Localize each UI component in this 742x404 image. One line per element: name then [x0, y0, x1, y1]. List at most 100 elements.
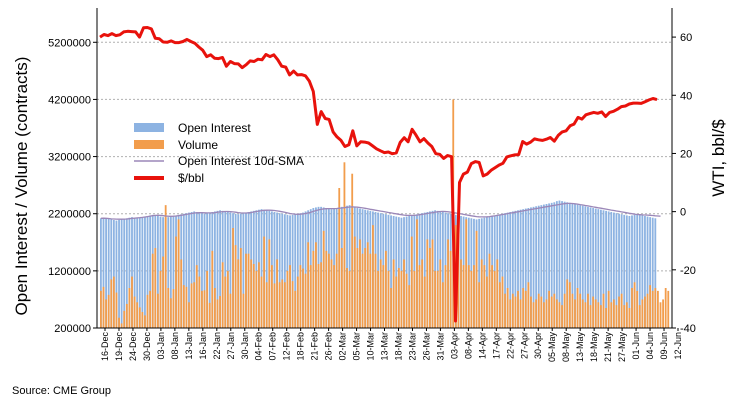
right-axis-title: WTI, bbl/$ [709, 119, 728, 197]
volume-bar [265, 282, 268, 328]
open-interest-bar [587, 206, 589, 328]
open-interest-bar [144, 216, 146, 328]
open-interest-bar [558, 200, 561, 328]
open-interest-bar [110, 219, 113, 328]
volume-bar [211, 250, 214, 328]
volume-bar [548, 290, 551, 328]
open-interest-bar [527, 208, 530, 328]
volume-bar [568, 282, 571, 328]
open-interest-bar [348, 205, 351, 328]
open-interest-bar [506, 212, 509, 328]
volume-bar [550, 296, 553, 328]
legend-label-sma: Open Interest 10d-SMA [178, 154, 304, 168]
volume-bar [188, 302, 190, 328]
volume-bar [353, 236, 356, 328]
open-interest-bar [190, 212, 193, 328]
open-interest-bar [576, 204, 579, 328]
open-interest-bar [138, 217, 141, 328]
open-interest-bar [224, 211, 227, 328]
volume-bar [307, 242, 310, 328]
volume-bar [359, 239, 361, 328]
volume-bar [605, 308, 607, 328]
volume-bar [447, 239, 449, 328]
volume-bar [247, 253, 250, 328]
volume-bar [486, 276, 488, 328]
volume-bar [312, 250, 315, 328]
volume-bar [302, 268, 304, 328]
x-tick-label-12: 07-Feb [268, 332, 278, 361]
open-interest-bar [530, 207, 532, 328]
volume-bar [361, 253, 364, 328]
right-tick-label-0: -40 [680, 323, 696, 335]
open-interest-bar [201, 213, 203, 328]
open-interest-bar [169, 216, 172, 328]
open-interest-bar [574, 204, 576, 328]
volume-bar [208, 302, 211, 328]
open-interest-bar [131, 217, 133, 328]
volume-bar [133, 296, 136, 328]
volume-bar [123, 310, 126, 328]
x-tick-label-36: 21-May [603, 332, 613, 363]
volume-bar [514, 296, 517, 328]
volume-bar [107, 294, 110, 328]
open-interest-bar [501, 213, 504, 328]
legend: Open Interest Volume Open Interest 10d-S… [134, 121, 304, 185]
open-interest-bar [377, 212, 380, 328]
volume-bar [618, 296, 620, 328]
volume-bar [610, 302, 613, 328]
volume-bar [190, 283, 193, 328]
x-tick-label-0: 16-Dec [100, 332, 110, 362]
x-tick-label-8: 22-Jan [212, 332, 222, 360]
volume-bar [527, 282, 530, 328]
x-tick-label-29: 22-Apr [505, 332, 515, 359]
open-interest-bar [226, 212, 229, 328]
volume-bar [146, 294, 149, 328]
volume-bar [594, 299, 597, 328]
volume-bar [418, 265, 421, 328]
open-interest-bar [641, 215, 644, 328]
volume-bar [105, 299, 107, 328]
left-tick-label-3: 3200000 [48, 152, 91, 164]
volume-bar [317, 264, 320, 328]
x-tick-label-16: 26-Feb [324, 332, 334, 361]
volume-bar [480, 259, 483, 328]
x-tick-label-2: 24-Dec [128, 332, 138, 362]
open-interest-bar [589, 207, 592, 328]
open-interest-bar [260, 209, 263, 328]
open-interest-bar [607, 211, 610, 328]
volume-bar [260, 276, 263, 328]
volume-bar [612, 299, 615, 328]
x-tick-label-14: 18-Feb [296, 332, 306, 361]
open-interest-bar [136, 218, 139, 328]
x-tick-label-27: 14-Apr [477, 332, 487, 359]
volume-bar [431, 239, 434, 328]
volume-bar [543, 302, 545, 328]
volume-bar [571, 293, 574, 328]
volume-bar [138, 307, 141, 328]
volume-bar [221, 262, 224, 328]
open-interest-bar [146, 216, 149, 328]
open-interest-bar [278, 213, 281, 328]
open-interest-bar [631, 215, 633, 328]
volume-bar [623, 305, 626, 328]
open-interest-bar [281, 213, 284, 328]
volume-bar [579, 293, 582, 328]
volume-bar [561, 305, 563, 328]
volume-bar [115, 292, 118, 328]
open-interest-bar [229, 212, 232, 328]
right-tick-label-1: -20 [680, 265, 696, 277]
volume-bar [649, 285, 652, 328]
volume-bar [372, 225, 374, 328]
open-interest-bar [128, 217, 131, 328]
volume-bar [646, 293, 649, 328]
volume-bar [558, 302, 561, 328]
open-interest-bar [553, 202, 556, 328]
open-interest-bar [441, 212, 444, 328]
volume-bar [498, 282, 501, 328]
volume-bar [662, 299, 664, 328]
open-interest-bar [206, 213, 209, 328]
volume-bar [462, 265, 465, 328]
sma-line [100, 202, 661, 220]
open-interest-bar [112, 220, 115, 328]
open-interest-bar [597, 209, 600, 328]
